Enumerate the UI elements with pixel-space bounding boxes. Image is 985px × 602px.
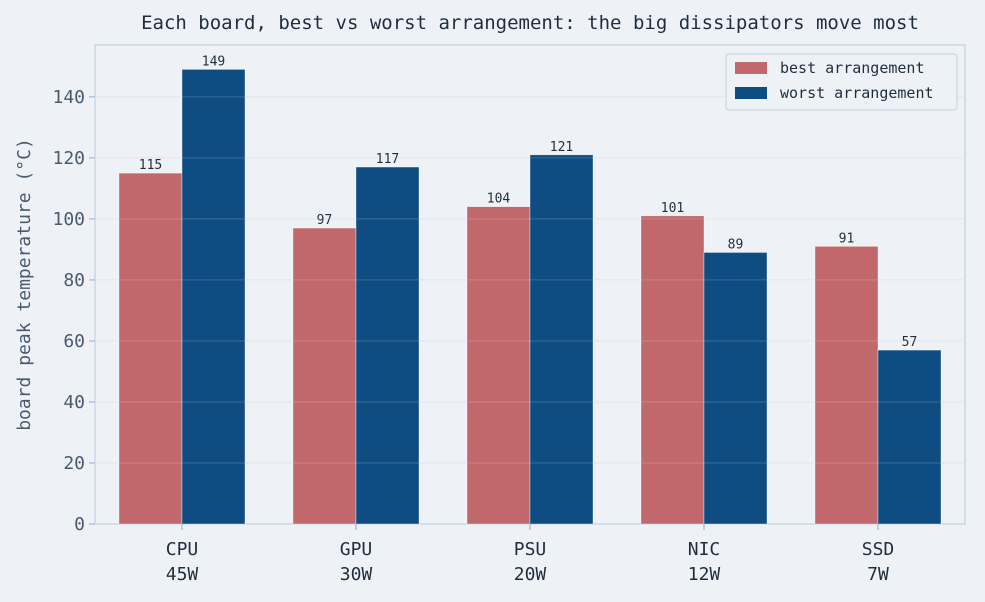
data-label: 101	[661, 201, 684, 216]
x-tick-label: PSU 20W	[514, 539, 547, 585]
x-tick-label: GPU 30W	[340, 539, 373, 585]
bar-cpu-worst	[181, 69, 246, 525]
legend-swatch	[735, 62, 767, 74]
data-label: 149	[202, 54, 225, 69]
bar-ssd-worst	[877, 349, 942, 525]
bar-psu-best	[466, 206, 531, 525]
y-axis-label: board peak temperature (°C)	[14, 138, 35, 431]
data-label: 121	[550, 140, 573, 155]
y-tick-label: 60	[63, 331, 85, 352]
bar-nic-best	[640, 215, 705, 525]
bar-nic-worst	[703, 252, 768, 525]
y-tick-label: 40	[63, 392, 85, 413]
y-tick-label: 140	[52, 87, 85, 108]
bar-ssd-best	[814, 246, 879, 525]
bar-psu-worst	[529, 154, 594, 525]
data-label: 91	[839, 231, 855, 246]
data-label: 57	[902, 335, 918, 350]
bar-cpu-best	[118, 172, 183, 525]
legend-swatch	[735, 87, 767, 99]
data-label: 89	[728, 237, 744, 252]
data-label: 117	[376, 152, 399, 167]
x-tick-label: CPU 45W	[166, 539, 199, 585]
y-tick-label: 0	[74, 514, 85, 535]
legend-label: best arrangement	[780, 59, 925, 77]
bar-gpu-worst	[355, 166, 420, 525]
bars	[118, 69, 942, 525]
x-tick-label: SSD 7W	[862, 539, 895, 585]
y-tick-label: 120	[52, 148, 85, 169]
legend-box	[725, 53, 958, 111]
y-axis: 0 20 40 60 80 100 120 140	[52, 87, 95, 535]
data-label: 97	[317, 213, 333, 228]
y-tick-label: 20	[63, 453, 85, 474]
data-label: 104	[487, 192, 511, 207]
data-label: 115	[139, 158, 162, 173]
chart-title: Each board, best vs worst arrangement: t…	[141, 12, 919, 34]
x-axis: CPU 45W GPU 30W PSU 20W NIC 12W SSD 7W	[166, 524, 895, 585]
y-tick-label: 80	[63, 270, 85, 291]
y-tick-label: 100	[52, 209, 85, 230]
bar-gpu-best	[292, 227, 357, 525]
data-labels: 115 149 97 117 104 121 101 89 91 57	[95, 54, 965, 464]
x-tick-label: NIC 12W	[688, 539, 721, 585]
legend-label: worst arrangement	[780, 84, 934, 102]
legend: best arrangement worst arrangement	[725, 53, 958, 111]
